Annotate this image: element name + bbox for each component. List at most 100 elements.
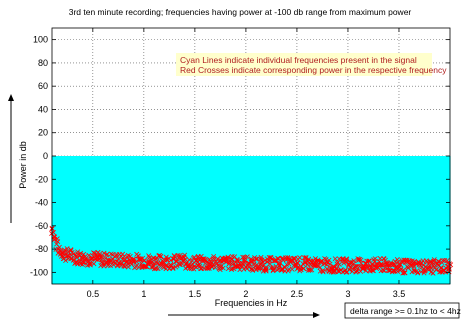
cross-stroke-b: [141, 257, 147, 263]
cross-stroke-b: [312, 256, 318, 262]
cross-stroke-b: [174, 263, 180, 269]
cross-stroke-b: [434, 266, 440, 272]
cross-stroke-b: [416, 260, 422, 266]
cross-stroke-b: [263, 266, 269, 272]
cross-stroke-b: [211, 256, 217, 261]
cross-stroke-b: [382, 257, 388, 263]
red-power-cross: [256, 266, 262, 272]
y-tick-label: 40: [38, 104, 48, 114]
cross-stroke-b: [121, 263, 127, 269]
red-power-cross: [278, 260, 284, 266]
cross-stroke-b: [198, 253, 204, 259]
red-power-cross: [336, 261, 342, 267]
cross-stroke-b: [195, 259, 201, 265]
cross-stroke-b: [203, 258, 209, 264]
cross-stroke-b: [147, 257, 153, 263]
cross-stroke-b: [293, 263, 299, 269]
red-power-cross: [249, 266, 255, 272]
cross-stroke-b: [431, 258, 437, 264]
red-power-cross: [347, 259, 353, 265]
y-tick-label: 0: [43, 151, 48, 161]
red-power-cross: [317, 264, 323, 270]
cross-stroke-b: [186, 262, 192, 268]
cross-stroke-b: [256, 266, 262, 272]
red-power-cross: [327, 261, 333, 267]
red-power-cross: [231, 266, 237, 272]
cross-stroke-b: [237, 267, 243, 273]
x-tick-label: 3.5: [393, 289, 406, 299]
red-power-cross: [372, 256, 378, 262]
cross-stroke-b: [420, 262, 426, 268]
cross-stroke-b: [65, 253, 71, 259]
red-power-cross: [263, 266, 269, 272]
cross-stroke-b: [212, 265, 218, 271]
cross-stroke-b: [326, 257, 332, 263]
red-power-cross: [427, 262, 433, 268]
y-tick-label: -40: [35, 198, 48, 208]
cross-stroke-b: [142, 264, 148, 270]
cross-stroke-b: [64, 246, 70, 252]
cross-stroke-b: [387, 262, 393, 268]
cross-stroke-b: [182, 256, 188, 262]
cross-stroke-b: [363, 268, 369, 274]
red-power-cross: [354, 268, 360, 274]
cross-stroke-b: [55, 239, 61, 245]
cross-stroke-b: [402, 259, 408, 265]
red-power-cross: [182, 256, 188, 262]
red-power-cross: [166, 266, 172, 272]
cross-stroke-b: [196, 262, 202, 267]
cross-stroke-b: [366, 258, 372, 264]
cross-stroke-b: [144, 264, 150, 270]
cross-stroke-b: [131, 256, 137, 262]
red-power-cross: [373, 261, 379, 267]
red-power-cross: [242, 260, 247, 266]
red-power-cross: [153, 260, 159, 266]
cross-stroke-b: [285, 256, 291, 261]
cross-stroke-b: [175, 252, 181, 258]
cross-stroke-b: [379, 263, 385, 269]
red-power-cross: [367, 258, 373, 264]
cross-stroke-b: [105, 257, 111, 263]
red-power-cross: [381, 268, 387, 274]
cross-stroke-b: [191, 266, 197, 272]
cross-stroke-b: [354, 268, 360, 274]
cross-stroke-b: [250, 267, 256, 273]
red-power-cross: [402, 270, 408, 276]
cross-stroke-b: [303, 255, 309, 261]
cross-stroke-b: [298, 264, 304, 270]
cross-stroke-b: [327, 261, 333, 267]
red-power-cross: [382, 257, 388, 263]
red-power-cross: [246, 260, 252, 266]
x-tick-label: 0.5: [87, 289, 100, 299]
red-power-cross: [99, 254, 105, 260]
cross-stroke-b: [249, 266, 255, 272]
cross-stroke-b: [197, 263, 203, 269]
red-power-cross: [104, 251, 110, 257]
cross-stroke-b: [431, 257, 437, 263]
cross-stroke-b: [358, 257, 364, 263]
cross-stroke-b: [378, 262, 384, 268]
red-power-cross: [91, 250, 97, 256]
cross-stroke-b: [217, 267, 223, 273]
cross-stroke-b: [362, 261, 368, 267]
red-power-cross: [380, 267, 386, 273]
cross-stroke-b: [306, 267, 312, 273]
cross-stroke-b: [352, 263, 358, 269]
cross-stroke-b: [258, 256, 264, 262]
cross-stroke-b: [211, 253, 217, 259]
cross-stroke-b: [356, 256, 362, 262]
cross-stroke-b: [147, 259, 153, 265]
red-power-cross: [386, 268, 392, 274]
cross-stroke-b: [308, 258, 314, 264]
cross-stroke-b: [301, 265, 307, 271]
red-power-cross: [303, 255, 309, 261]
cross-stroke-b: [202, 258, 207, 264]
red-power-cross: [352, 263, 358, 269]
axis-ticks: [52, 28, 450, 284]
cross-stroke-b: [121, 253, 127, 259]
cross-stroke-b: [369, 262, 375, 268]
red-power-cross: [235, 258, 241, 264]
cross-stroke-b: [87, 260, 93, 266]
annotation-line-1: Cyan Lines indicate individual frequenci…: [180, 55, 417, 65]
cross-stroke-b: [205, 265, 211, 271]
